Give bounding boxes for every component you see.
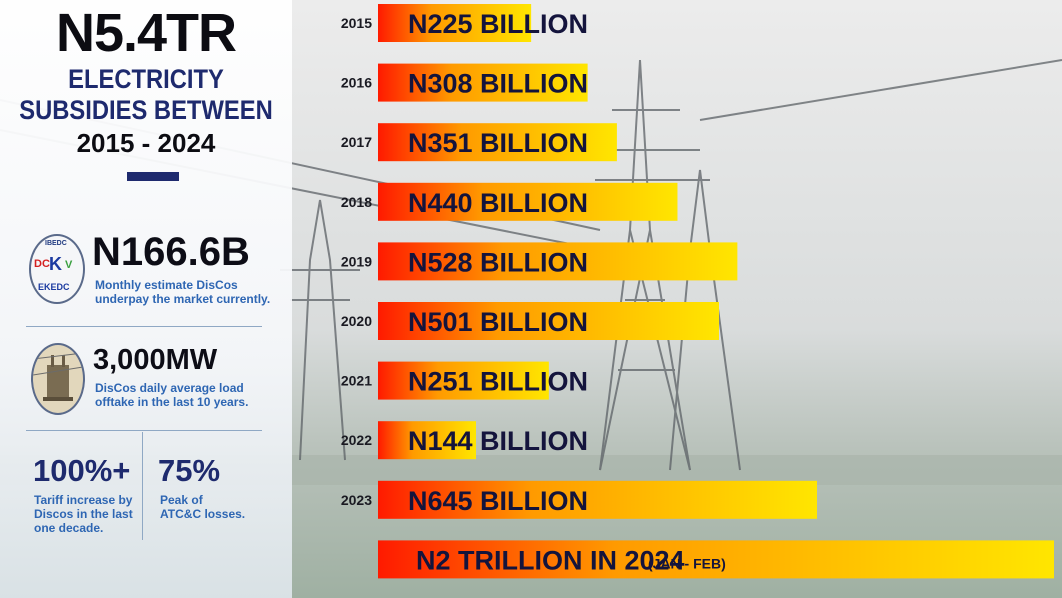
stat-load-desc1: DisCos daily average load	[95, 381, 244, 395]
bar-value-label-2023: N645 BILLION	[408, 486, 588, 516]
logo-text-v: V	[65, 259, 73, 271]
bar-value-label-2020: N501 BILLION	[408, 307, 588, 337]
bar-value-label-2018: N440 BILLION	[408, 188, 588, 218]
bar-value-label-2022: N144 BILLION	[408, 426, 588, 456]
stat-tariff-value: 100%+	[33, 453, 131, 488]
logo-text-top: IBEDC	[45, 240, 67, 247]
bar-value-label-2024: N2 TRILLION IN 2024	[416, 545, 685, 575]
stat-losses-value: 75%	[158, 453, 221, 488]
headline-line1: ELECTRICITY	[68, 64, 224, 94]
year-label-2021: 2021	[341, 373, 372, 389]
stat-tariff-desc3: one decade.	[34, 521, 104, 535]
stat-tariff-desc2: Discos in the last	[34, 507, 133, 521]
bar-2020	[378, 302, 719, 340]
title-underline	[127, 172, 179, 181]
bar-2021	[378, 361, 549, 400]
bar-2016	[378, 63, 588, 102]
year-label-2015: 2015	[341, 15, 372, 31]
divider-2	[26, 430, 262, 431]
stat-monthly-desc1: Monthly estimate DisCos	[95, 278, 238, 292]
headline-line2: SUBSIDIES BETWEEN	[19, 95, 273, 125]
bar-2017	[378, 123, 617, 162]
bar-value-label-2021: N251 BILLION	[408, 367, 588, 397]
bar-2019	[378, 242, 738, 281]
bar-2018	[378, 182, 678, 221]
stat-load-desc2: offtake in the last 10 years.	[95, 395, 249, 409]
bar-2022	[378, 421, 477, 460]
bar-value-label-2016: N308 BILLION	[408, 69, 588, 99]
left-info-panel: N5.4TR ELECTRICITY SUBSIDIES BETWEEN 201…	[0, 0, 292, 598]
year-label-2020: 2020	[341, 313, 372, 329]
year-label-2023: 2023	[341, 492, 372, 508]
year-label-2016: 2016	[341, 75, 372, 91]
year-label-2018: 2018	[341, 194, 372, 210]
bar-value-label-2019: N528 BILLION	[408, 247, 588, 277]
stat-load-value: 3,000MW	[93, 344, 218, 376]
stat-monthly-desc2: underpay the market currently.	[95, 292, 271, 306]
bar-note-2024: (JAN - FEB)	[648, 555, 726, 571]
transformer-icon	[31, 343, 85, 415]
bar-2024	[378, 540, 1054, 579]
bar-value-label-2017: N351 BILLION	[408, 128, 588, 158]
stat-losses-desc2: ATC&C losses.	[160, 507, 246, 521]
logo-text-k: K	[49, 254, 62, 274]
bar-2015	[378, 4, 532, 42]
divider-vertical	[142, 432, 143, 540]
headline-years: 2015 - 2024	[76, 128, 216, 158]
headline-total: N5.4TR	[55, 3, 237, 63]
stat-monthly-value: N166.6B	[92, 230, 250, 274]
year-label-2022: 2022	[341, 432, 372, 448]
year-label-2017: 2017	[341, 134, 372, 150]
logo-text-bottom: EKEDC	[38, 282, 70, 292]
discos-logo-icon: IBEDC DC K V EKEDC	[29, 234, 85, 304]
stat-losses-desc1: Peak of	[160, 493, 203, 507]
divider-1	[26, 326, 262, 327]
year-label-2019: 2019	[341, 253, 372, 269]
stat-tariff-desc1: Tariff increase by	[34, 493, 133, 507]
bar-2023	[378, 480, 817, 519]
bar-value-label-2015: N225 BILLION	[408, 9, 588, 39]
logo-text-dc: DC	[34, 258, 50, 270]
